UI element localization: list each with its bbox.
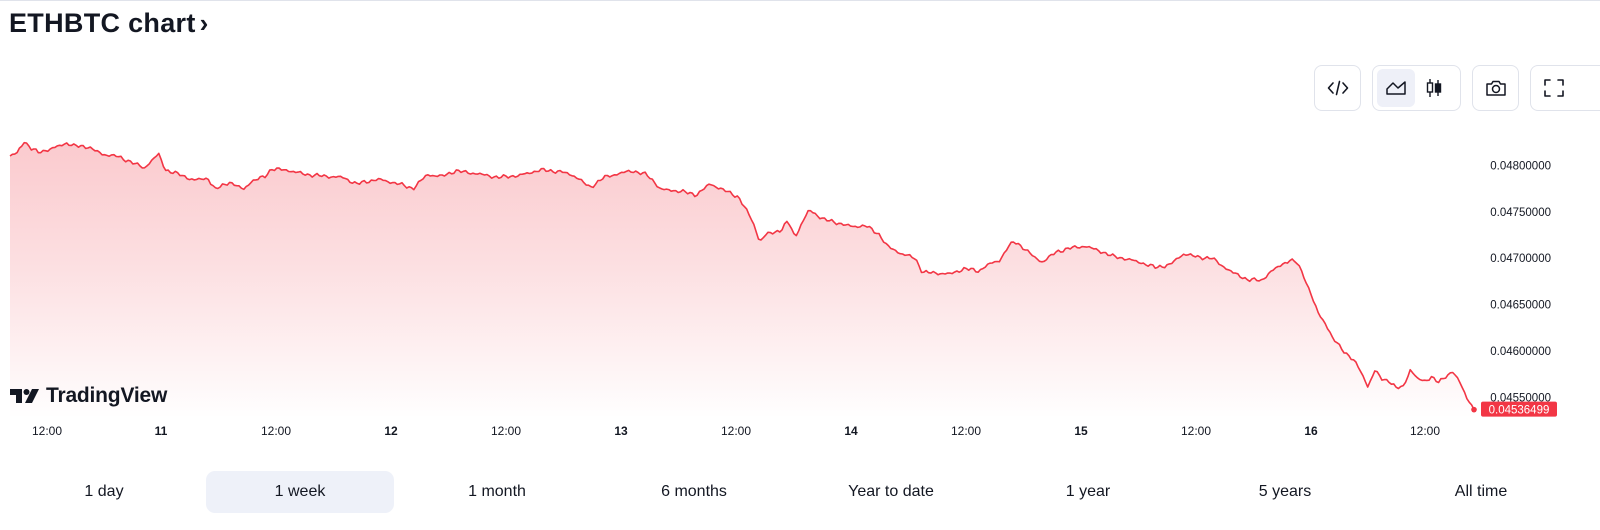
area-chart-icon: [1386, 81, 1406, 95]
y-tick-label: 0.04650000: [1490, 300, 1551, 312]
range-5-years-button[interactable]: 5 years: [1258, 483, 1312, 500]
x-tick-label: 12: [384, 424, 398, 438]
x-tick-label: 12:00: [721, 424, 751, 438]
y-tick-label: 0.04750000: [1490, 207, 1551, 219]
range-1-day-button[interactable]: 1 day: [84, 483, 124, 500]
x-tick-label: 12:00: [951, 424, 981, 438]
x-tick-label: 13: [614, 424, 628, 438]
y-tick-label: 0.04800000: [1490, 160, 1551, 172]
screenshot-group: [1472, 65, 1519, 111]
page-title: ETHBTC chart: [9, 8, 196, 38]
tradingview-logo[interactable]: TradingView: [10, 384, 167, 408]
range-selector: 1 day 1 week 1 month 6 months Year to date 1 …: [0, 471, 1600, 513]
chart-title-link[interactable]: ETHBTC chart ›: [9, 8, 209, 39]
range-all-time-button[interactable]: All time: [1454, 483, 1508, 500]
fullscreen-icon: [1544, 79, 1564, 97]
y-tick-label: 0.04600000: [1490, 346, 1551, 358]
fullscreen-button[interactable]: [1535, 69, 1573, 107]
last-price-marker: 0.04536499: [1471, 401, 1557, 417]
logo-text: TradingView: [46, 384, 168, 407]
last-price-dot: [1471, 406, 1477, 413]
range-6-months-button[interactable]: 6 months: [661, 483, 727, 500]
price-chart[interactable]: 0.04800000 0.04750000 0.04700000 0.04650000…: [0, 118, 1600, 448]
fullscreen-group: [1530, 65, 1600, 111]
x-tick-label: 15: [1074, 424, 1088, 438]
x-tick-label: 12:00: [491, 424, 521, 438]
x-tick-label: 12:00: [1410, 424, 1440, 438]
range-1-month-button[interactable]: 1 month: [468, 483, 526, 500]
x-tick-label: 12:00: [32, 424, 62, 438]
x-tick-label: 11: [155, 424, 168, 438]
x-tick-label: 12:00: [1181, 424, 1211, 438]
y-tick-label: 0.04550000: [1490, 393, 1551, 405]
camera-icon: [1485, 80, 1506, 96]
x-tick-label: 16: [1304, 424, 1318, 438]
last-price-badge: [1481, 401, 1557, 417]
x-tick-label: 12:00: [261, 424, 291, 438]
y-axis: 0.04800000 0.04750000 0.04700000 0.04650000…: [1490, 160, 1551, 404]
price-line: [9, 141, 1475, 410]
range-1-year-button[interactable]: 1 year: [1065, 483, 1111, 500]
x-axis: 12:00 11 12:00 12 12:00 13 12:00 14 12:00 15 12:00…: [32, 424, 1440, 438]
chart-type-group: [1372, 65, 1461, 111]
tradingview-logo-icon: [10, 389, 39, 403]
area-fill: [10, 142, 1474, 418]
range-year-to-date-button[interactable]: Year to date: [848, 483, 934, 500]
top-border: [0, 0, 1600, 1]
screenshot-button[interactable]: [1477, 69, 1514, 107]
last-price-label: 0.04536499: [1489, 405, 1550, 417]
area-chart-button[interactable]: [1377, 69, 1415, 107]
candlestick-icon: [1426, 79, 1442, 97]
y-tick-label: 0.04700000: [1490, 253, 1551, 265]
code-icon: [1327, 80, 1348, 96]
range-1-week-button[interactable]: 1 week: [206, 471, 394, 513]
x-tick-label: 14: [844, 424, 858, 438]
embed-code-button[interactable]: [1319, 69, 1356, 107]
embed-group: [1314, 65, 1361, 111]
chevron-right-icon: ›: [199, 8, 209, 38]
candles-chart-button[interactable]: [1415, 69, 1453, 107]
